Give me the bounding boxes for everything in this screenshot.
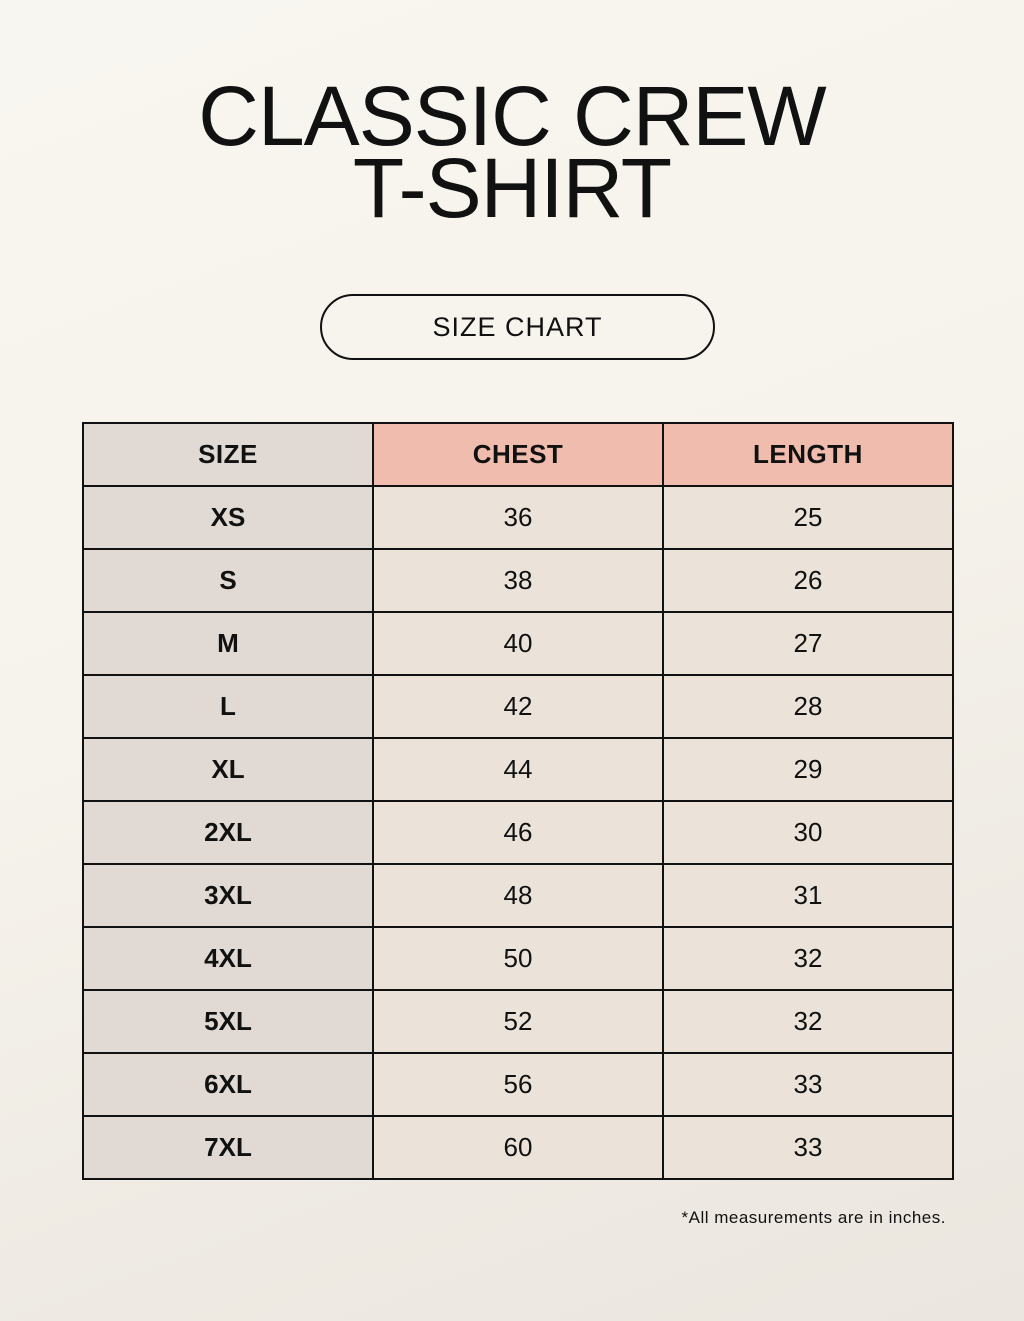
page-title: CLASSIC CREW T-SHIRT <box>0 69 1024 235</box>
table-row: L 42 28 <box>82 674 954 739</box>
size-cell: 6XL <box>82 1052 374 1117</box>
length-cell: 30 <box>662 800 954 865</box>
chest-cell: 56 <box>372 1052 664 1117</box>
chest-cell: 48 <box>372 863 664 928</box>
chest-cell: 46 <box>372 800 664 865</box>
measurement-note: *All measurements are in inches. <box>681 1208 946 1227</box>
chest-cell: 50 <box>372 926 664 991</box>
length-cell: 32 <box>662 926 954 991</box>
chest-cell: 52 <box>372 989 664 1054</box>
table-row: M 40 27 <box>82 611 954 676</box>
header-size: SIZE <box>82 422 374 487</box>
table-row: 3XL 48 31 <box>82 863 954 928</box>
table-row: XS 36 25 <box>82 485 954 550</box>
length-cell: 32 <box>662 989 954 1054</box>
title-line-1: CLASSIC CREW <box>198 69 826 163</box>
length-cell: 26 <box>662 548 954 613</box>
chest-cell: 42 <box>372 674 664 739</box>
table-row: XL 44 29 <box>82 737 954 802</box>
table-header-row: SIZE CHEST LENGTH <box>82 422 954 487</box>
chest-cell: 44 <box>372 737 664 802</box>
size-cell: 7XL <box>82 1115 374 1180</box>
header-chest: CHEST <box>372 422 664 487</box>
table-row: 5XL 52 32 <box>82 989 954 1054</box>
chest-cell: 40 <box>372 611 664 676</box>
size-cell: L <box>82 674 374 739</box>
table-row: 7XL 60 33 <box>82 1115 954 1180</box>
table-row: 6XL 56 33 <box>82 1052 954 1117</box>
chest-cell: 38 <box>372 548 664 613</box>
size-cell: S <box>82 548 374 613</box>
size-cell: M <box>82 611 374 676</box>
size-cell: XS <box>82 485 374 550</box>
size-cell: XL <box>82 737 374 802</box>
chest-cell: 60 <box>372 1115 664 1180</box>
length-cell: 33 <box>662 1052 954 1117</box>
length-cell: 25 <box>662 485 954 550</box>
table-row: 2XL 46 30 <box>82 800 954 865</box>
size-chart-badge: SIZE CHART <box>320 294 715 360</box>
table-row: 4XL 50 32 <box>82 926 954 991</box>
length-cell: 31 <box>662 863 954 928</box>
size-cell: 2XL <box>82 800 374 865</box>
chest-cell: 36 <box>372 485 664 550</box>
length-cell: 33 <box>662 1115 954 1180</box>
table-row: S 38 26 <box>82 548 954 613</box>
length-cell: 27 <box>662 611 954 676</box>
size-cell: 3XL <box>82 863 374 928</box>
size-cell: 5XL <box>82 989 374 1054</box>
size-cell: 4XL <box>82 926 374 991</box>
size-chart-table: SIZE CHEST LENGTH XS 36 25 S 38 26 M 40 27 L 42 28 X… <box>82 422 954 1180</box>
length-cell: 29 <box>662 737 954 802</box>
length-cell: 28 <box>662 674 954 739</box>
header-length: LENGTH <box>662 422 954 487</box>
title-line-2: T-SHIRT <box>352 141 672 235</box>
